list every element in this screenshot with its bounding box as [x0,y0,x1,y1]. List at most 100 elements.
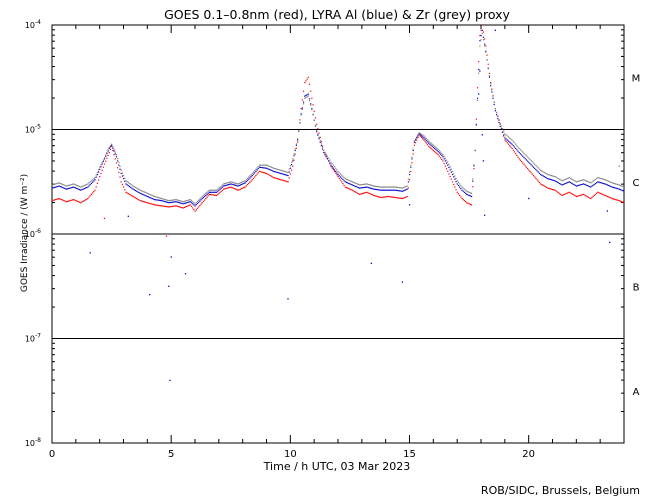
data-point [306,96,308,98]
data-point [456,191,458,193]
data-point [170,205,172,208]
data-point [428,140,430,142]
x-tick-label: 20 [522,449,535,460]
data-point [591,181,593,183]
data-point [174,199,176,201]
data-point [181,200,183,202]
data-point [569,177,572,179]
data-point [355,185,357,188]
data-point [391,189,393,191]
data-point [103,163,106,165]
data-point [87,183,89,185]
data-point [590,186,592,188]
data-point [225,187,227,190]
data-point [363,192,365,194]
data-point [292,165,294,167]
data-point [319,141,321,143]
data-point [393,189,395,191]
data-point [559,182,561,185]
data-point [180,206,182,208]
data-point [213,194,215,196]
data-point [423,137,425,139]
data-point [100,166,102,168]
data-point [195,204,197,206]
data-point [58,197,60,200]
data-point [375,185,377,187]
data-point [66,200,69,202]
data-point [474,149,476,152]
data-point [240,188,243,190]
data-point [356,192,358,194]
data-point [555,176,557,178]
data-point [246,184,249,186]
data-point [289,165,292,167]
data-point [454,178,456,180]
data-point [269,166,271,168]
data-point [264,172,267,174]
data-point [139,200,141,202]
data-point [522,162,524,164]
data-point [330,165,332,167]
data-point [95,176,97,178]
data-point [242,181,244,183]
data-point [462,199,464,201]
data-point [190,202,193,204]
data-point [438,150,440,152]
data-point [75,200,77,202]
data-point [594,193,597,195]
data-point [385,186,387,188]
data-point [212,189,214,191]
data-point [202,196,205,199]
data-point [411,156,413,158]
data-point [448,173,450,175]
data-point [494,110,496,112]
y-tick-exponent: -8 [35,437,41,444]
data-point [526,168,529,170]
data-point [281,170,283,172]
data-point [363,186,365,189]
data-point [68,187,70,190]
data-point [373,194,375,197]
data-point [386,189,388,191]
data-point [123,178,125,180]
data-point [296,139,299,141]
data-point [121,175,124,177]
data-point [153,204,156,206]
data-point [499,125,501,128]
data-point [109,146,112,148]
data-point [529,170,531,172]
data-point [196,202,199,205]
data-point [573,194,575,196]
data-point [500,127,502,129]
data-point [230,181,232,183]
data-point [444,157,446,159]
data-point [260,171,262,173]
outlier-point [370,262,373,264]
data-point [86,198,88,200]
data-point [418,134,420,136]
data-point [397,186,399,189]
data-point [621,201,623,203]
data-point [194,210,196,212]
data-point [512,140,514,143]
data-point [244,180,246,182]
data-point [276,171,278,174]
data-point [550,179,553,181]
data-point [182,203,184,205]
data-point [184,200,187,202]
data-point [269,174,271,177]
data-point [242,187,244,189]
data-point [362,192,364,194]
data-point [443,158,445,160]
data-point [622,201,624,203]
outlier-point [528,197,530,200]
data-point [519,159,522,161]
data-point [579,194,581,197]
data-point [274,177,276,179]
data-point [395,197,398,199]
data-point [100,172,102,175]
data-point [435,146,437,148]
data-point [273,170,275,172]
data-point [414,138,417,140]
data-point [343,180,345,182]
